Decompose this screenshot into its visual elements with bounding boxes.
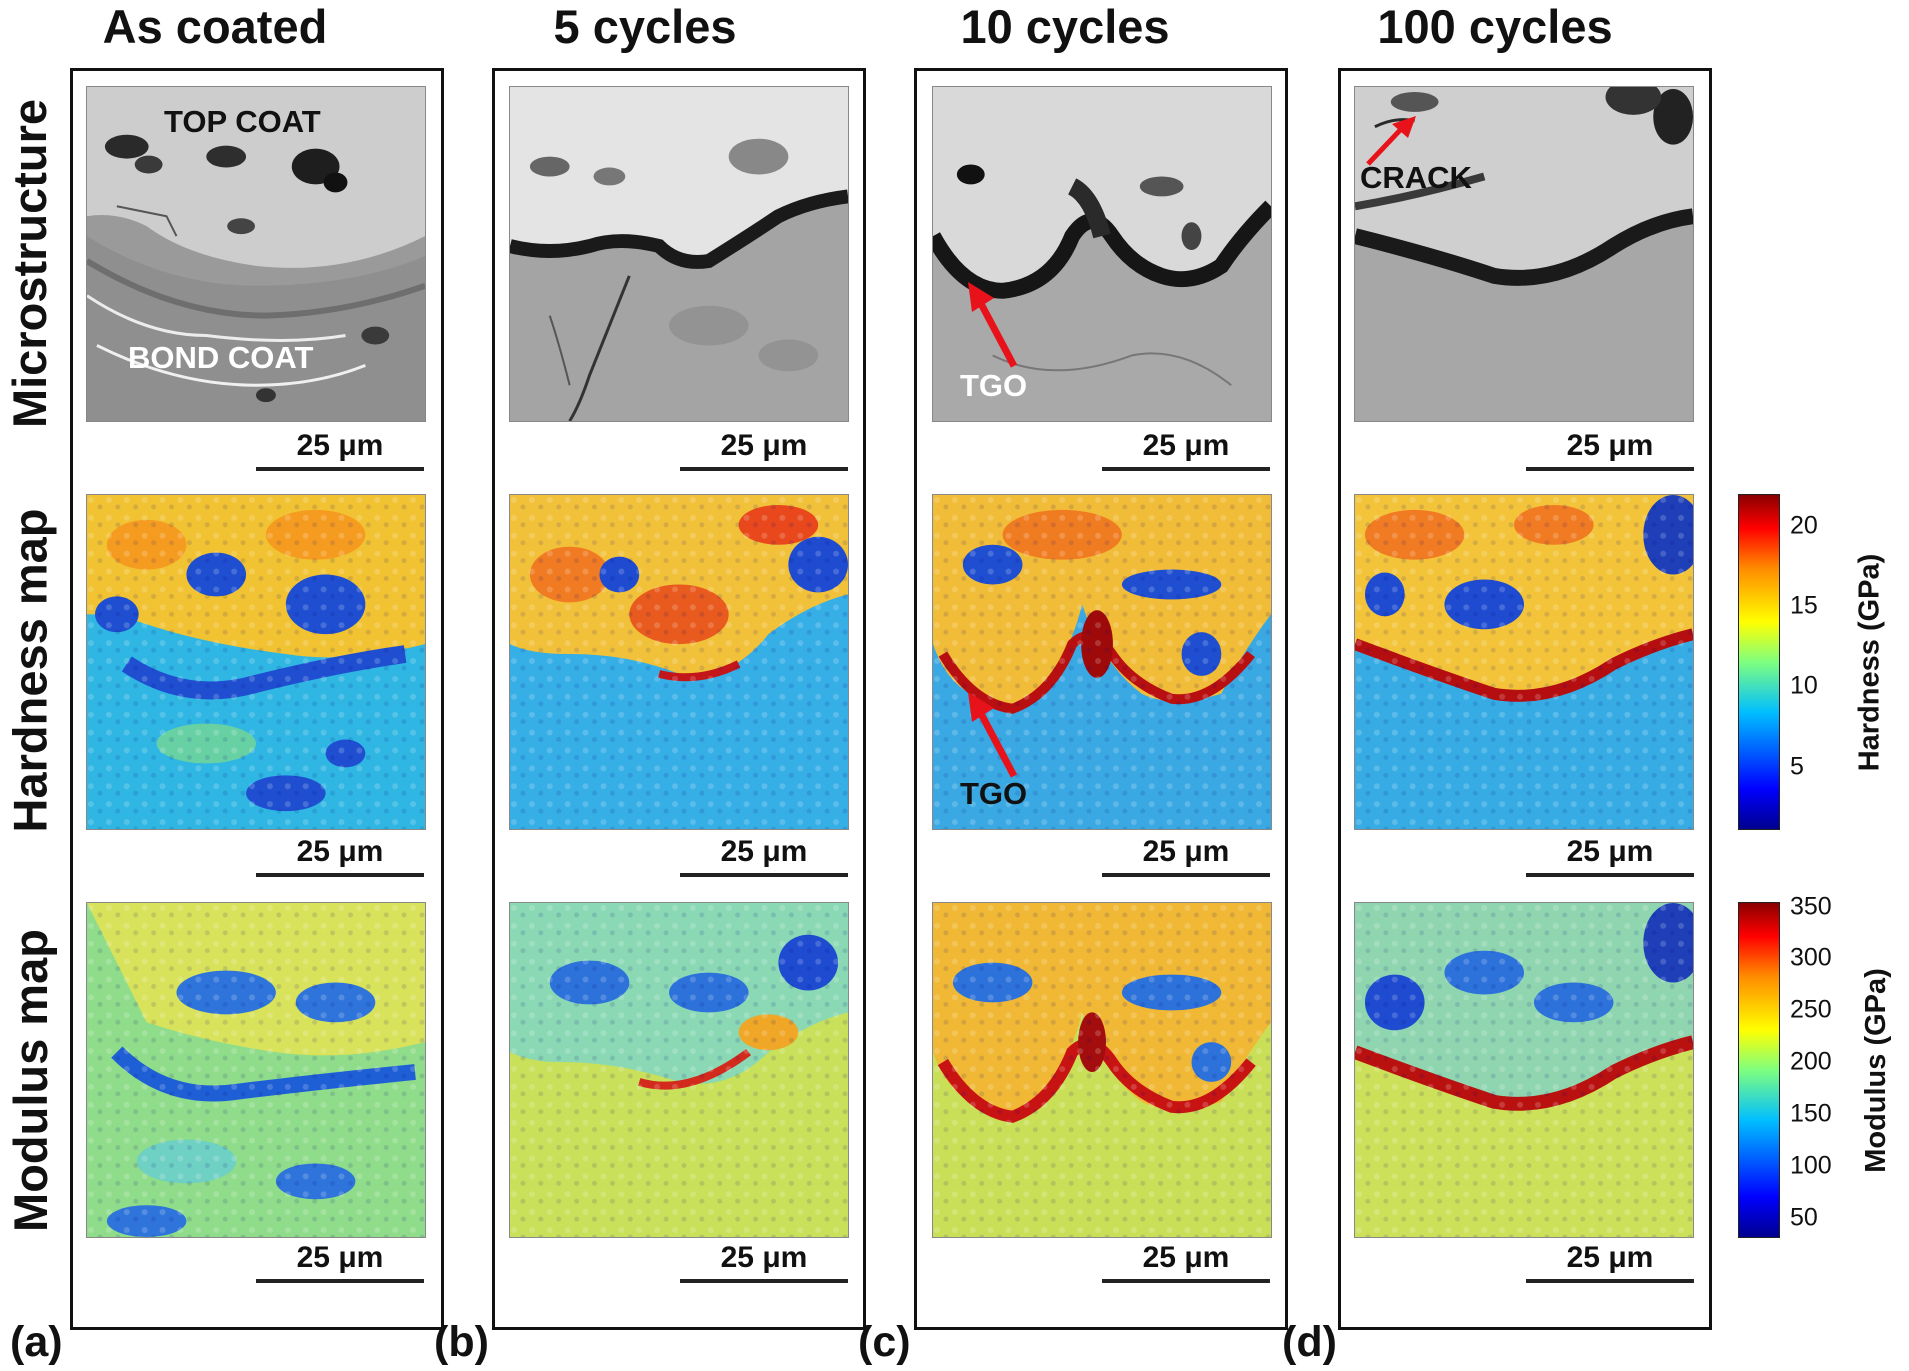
panel-frame-b <box>492 68 866 1330</box>
modulus-tick: 300 <box>1790 943 1832 972</box>
microstructure-image-100-cycles <box>1354 86 1694 422</box>
panel-frame-d <box>1338 68 1712 1330</box>
column-title-10-cycles: 10 cycles <box>960 0 1170 53</box>
annotation-top-coat: TOP COAT <box>164 104 321 139</box>
modulus-tick: 200 <box>1790 1047 1832 1076</box>
scale-bar: 25 μm <box>1102 1240 1270 1286</box>
scale-bar: 25 μm <box>256 428 424 474</box>
hardness-map-5-cycles <box>509 494 849 830</box>
scale-bar: 25 μm <box>680 428 848 474</box>
column-title-as-coated: As coated <box>102 0 328 53</box>
scale-bar: 25 μm <box>1526 834 1694 880</box>
panel-letter-a: (a) <box>10 1318 63 1366</box>
hardness-tick: 20 <box>1790 511 1818 540</box>
annotation-crack: CRACK <box>1360 160 1472 195</box>
hardness-colorbar-label: Hardness (GPa) <box>1853 553 1886 771</box>
modulus-tick: 50 <box>1790 1203 1818 1232</box>
hardness-tick: 10 <box>1790 671 1818 700</box>
modulus-colorbar-ticks: 350 300 250 200 150 100 50 <box>1790 893 1850 1238</box>
annotation-tgo-hardness: TGO <box>960 776 1028 811</box>
panel-letter-d: (d) <box>1282 1318 1337 1366</box>
hardness-map-10-cycles <box>932 494 1272 830</box>
row-label-microstructure: Microstructure <box>3 98 57 428</box>
scale-bar: 25 μm <box>680 834 848 880</box>
row-label-hardness-map: Hardness map <box>3 508 57 832</box>
annotation-bond-coat: BOND COAT <box>128 340 314 375</box>
scale-bar: 25 μm <box>256 834 424 880</box>
scale-bar: 25 μm <box>256 1240 424 1286</box>
hardness-tick: 15 <box>1790 591 1818 620</box>
scale-bar: 25 μm <box>1102 428 1270 474</box>
hardness-map-as-coated <box>86 494 426 830</box>
hardness-colorbar-ticks: 20 15 10 5 <box>1790 494 1840 830</box>
panel-letter-b: (b) <box>434 1318 489 1366</box>
modulus-tick: 350 <box>1790 892 1832 921</box>
arrow-tgo-hardness <box>968 692 1018 778</box>
hardness-map-100-cycles <box>1354 494 1694 830</box>
hardness-colorbar <box>1738 494 1780 830</box>
modulus-colorbar-label: Modulus (GPa) <box>1859 967 1892 1173</box>
annotation-tgo-microstructure: TGO <box>960 368 1028 403</box>
modulus-colorbar <box>1738 902 1780 1238</box>
column-title-5-cycles: 5 cycles <box>553 0 737 53</box>
scale-bar: 25 μm <box>1526 428 1694 474</box>
modulus-tick: 250 <box>1790 995 1832 1024</box>
modulus-map-10-cycles <box>932 902 1272 1238</box>
modulus-map-100-cycles <box>1354 902 1694 1238</box>
microstructure-image-as-coated <box>86 86 426 422</box>
hardness-tick: 5 <box>1790 752 1804 781</box>
scale-bar: 25 μm <box>680 1240 848 1286</box>
column-title-100-cycles: 100 cycles <box>1377 0 1613 53</box>
scale-bar: 25 μm <box>1102 834 1270 880</box>
arrow-crack <box>1366 116 1416 166</box>
row-label-modulus-map: Modulus map <box>3 928 57 1232</box>
modulus-tick: 150 <box>1790 1099 1832 1128</box>
microstructure-image-5-cycles <box>509 86 849 422</box>
panel-letter-c: (c) <box>858 1318 911 1366</box>
panel-frame-c <box>914 68 1288 1330</box>
scale-bar: 25 μm <box>1526 1240 1694 1286</box>
modulus-tick: 100 <box>1790 1151 1832 1180</box>
microstructure-image-10-cycles <box>932 86 1272 422</box>
panel-frame-a <box>70 68 444 1330</box>
arrow-tgo-microstructure <box>968 282 1018 368</box>
modulus-map-5-cycles <box>509 902 849 1238</box>
modulus-map-as-coated <box>86 902 426 1238</box>
